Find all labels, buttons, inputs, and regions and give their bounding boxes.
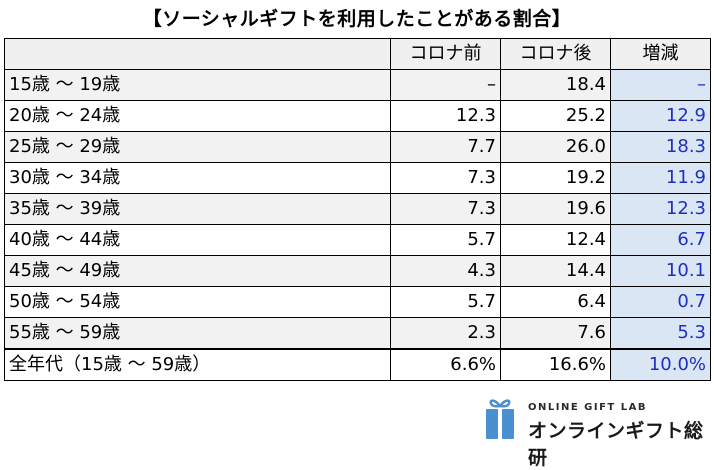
- before-value: 5.7: [390, 286, 501, 318]
- diff-value: 10.1: [610, 255, 711, 287]
- diff-value: 0.7: [610, 286, 711, 318]
- diff-value: 18.3: [610, 131, 711, 163]
- table-row: 50歳 ～ 54歳 5.7 6.4 0.7: [4, 286, 711, 318]
- total-diff-value: 10.0%: [610, 348, 711, 381]
- logo-text-en: ONLINE GIFT LAB: [528, 402, 647, 413]
- after-value: 6.4: [500, 286, 611, 318]
- table-row: 25歳 ～ 29歳 7.7 26.0 18.3: [4, 131, 711, 163]
- table-body: 15歳 ～ 19歳 –18.4–20歳 ～ 24歳 12.3 25.2 12.9 25歳 …: [4, 69, 711, 381]
- column-header: コロナ前: [390, 38, 501, 70]
- row-label: 45歳 ～ 49歳: [4, 255, 391, 287]
- after-value: 25.2: [500, 100, 611, 132]
- before-value: –: [390, 69, 501, 101]
- row-label: 40歳 ～ 44歳: [4, 224, 391, 256]
- diff-value: 5.3: [610, 317, 711, 350]
- table-row: 20歳 ～ 24歳 12.3 25.2 12.9: [4, 100, 711, 132]
- total-before-value: 6.6%: [390, 348, 501, 381]
- before-value: 4.3: [390, 255, 501, 287]
- row-label: 15歳 ～ 19歳: [4, 69, 391, 101]
- before-value: 5.7: [390, 224, 501, 256]
- table-row: 30歳 ～ 34歳 7.3 19.2 11.9: [4, 162, 711, 194]
- after-value: 12.4: [500, 224, 611, 256]
- row-label: 50歳 ～ 54歳: [4, 286, 391, 318]
- chart-title: 【ソーシャルギフトを利用したことがある割合】: [142, 8, 572, 30]
- diff-value: 12.9: [610, 100, 711, 132]
- row-label: 55歳 ～ 59歳: [4, 317, 391, 350]
- after-value: 18.4: [500, 69, 611, 101]
- table-row: 40歳 ～ 44歳 5.7 12.4 6.7: [4, 224, 711, 256]
- header-empty: [4, 38, 391, 70]
- brand-logo: ONLINE GIFT LAB オンラインギフト総研: [484, 394, 710, 469]
- diff-value: 12.3: [610, 193, 711, 225]
- column-header: 増減: [610, 38, 711, 70]
- after-value: 19.6: [500, 193, 611, 225]
- table-row: 45歳 ～ 49歳 4.3 14.4 10.1: [4, 255, 711, 287]
- row-label: 25歳 ～ 29歳: [4, 131, 391, 163]
- row-label: 30歳 ～ 34歳: [4, 162, 391, 194]
- before-value: 7.7: [390, 131, 501, 163]
- after-value: 19.2: [500, 162, 611, 194]
- total-after-value: 16.6%: [500, 348, 611, 381]
- row-label: 20歳 ～ 24歳: [4, 100, 391, 132]
- before-value: 7.3: [390, 193, 501, 225]
- total-label: 全年代（15歳 ～ 59歳）: [4, 348, 391, 381]
- diff-value: –: [610, 69, 711, 101]
- before-value: 12.3: [390, 100, 501, 132]
- after-value: 14.4: [500, 255, 611, 287]
- before-value: 7.3: [390, 162, 501, 194]
- column-header: コロナ後: [500, 38, 611, 70]
- total-row: 全年代（15歳 ～ 59歳） 6.6% 16.6% 10.0%: [4, 348, 711, 381]
- diff-value: 6.7: [610, 224, 711, 256]
- after-value: 7.6: [500, 317, 611, 350]
- gift-box-icon: [486, 399, 514, 439]
- logo-text-jp: オンラインギフト総研: [528, 420, 704, 469]
- row-label: 35歳 ～ 39歳: [4, 193, 391, 225]
- before-value: 2.3: [390, 317, 501, 350]
- data-table: コロナ前 コロナ後 増減 15歳 ～ 19歳 –18.4–20歳 ～ 24歳 12.…: [4, 38, 711, 381]
- table-row: 15歳 ～ 19歳 –18.4–: [4, 69, 711, 101]
- after-value: 26.0: [500, 131, 611, 163]
- table-row: 35歳 ～ 39歳 7.3 19.6 12.3: [4, 193, 711, 225]
- header-row: コロナ前 コロナ後 増減: [4, 38, 711, 70]
- diff-value: 11.9: [610, 162, 711, 194]
- table-row: 55歳 ～ 59歳 2.3 7.6 5.3: [4, 317, 711, 350]
